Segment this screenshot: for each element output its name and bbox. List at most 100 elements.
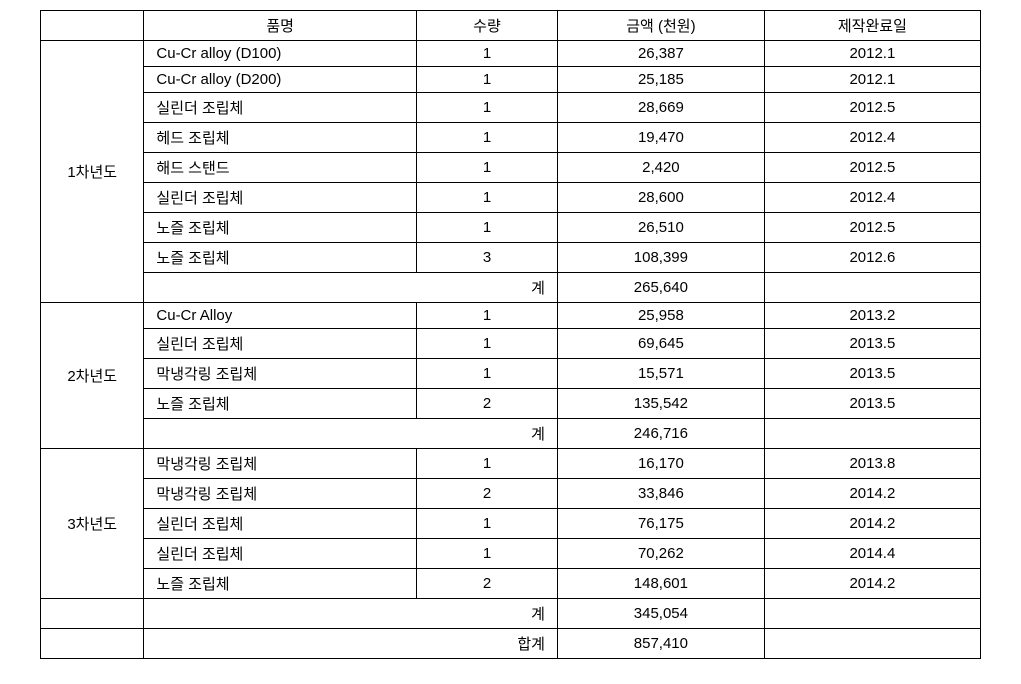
amount-cell: 148,601 bbox=[557, 569, 764, 599]
quantity-cell: 1 bbox=[416, 359, 557, 389]
date-cell: 2014.2 bbox=[764, 569, 980, 599]
table-row: 실린더 조립체128,6002012.4 bbox=[41, 183, 981, 213]
item-cell: 실린더 조립체 bbox=[144, 329, 417, 359]
table-row: 노즐 조립체2148,6012014.2 bbox=[41, 569, 981, 599]
quantity-cell: 2 bbox=[416, 479, 557, 509]
quantity-cell: 2 bbox=[416, 389, 557, 419]
quantity-cell: 1 bbox=[416, 329, 557, 359]
table-row: 막냉각링 조립체233,8462014.2 bbox=[41, 479, 981, 509]
item-cell: 노즐 조립체 bbox=[144, 243, 417, 273]
item-cell: 실린더 조립체 bbox=[144, 509, 417, 539]
amount-cell: 135,542 bbox=[557, 389, 764, 419]
subtotal-amount: 246,716 bbox=[557, 419, 764, 449]
table-row: 실린더 조립체169,6452013.5 bbox=[41, 329, 981, 359]
date-cell: 2013.5 bbox=[764, 359, 980, 389]
table-row: 3차년도막냉각링 조립체116,1702013.8 bbox=[41, 449, 981, 479]
date-cell: 2012.4 bbox=[764, 183, 980, 213]
item-cell: 실린더 조립체 bbox=[144, 183, 417, 213]
amount-cell: 33,846 bbox=[557, 479, 764, 509]
item-cell: 막냉각링 조립체 bbox=[144, 449, 417, 479]
grandtotal-label: 합계 bbox=[144, 629, 558, 659]
table-row: Cu-Cr alloy (D200)125,1852012.1 bbox=[41, 67, 981, 93]
quantity-cell: 3 bbox=[416, 243, 557, 273]
date-cell: 2013.5 bbox=[764, 389, 980, 419]
amount-cell: 76,175 bbox=[557, 509, 764, 539]
subtotal-label: 계 bbox=[144, 273, 558, 303]
table-row: 노즐 조립체126,5102012.5 bbox=[41, 213, 981, 243]
date-cell: 2013.2 bbox=[764, 303, 980, 329]
item-cell: Cu-Cr alloy (D100) bbox=[144, 41, 417, 67]
quantity-cell: 1 bbox=[416, 153, 557, 183]
quantity-cell: 2 bbox=[416, 569, 557, 599]
empty-cell bbox=[764, 629, 980, 659]
table-row: 실린더 조립체170,2622014.4 bbox=[41, 539, 981, 569]
amount-cell: 19,470 bbox=[557, 123, 764, 153]
item-cell: 노즐 조립체 bbox=[144, 389, 417, 419]
date-cell: 2012.5 bbox=[764, 213, 980, 243]
header-date: 제작완료일 bbox=[764, 11, 980, 41]
table-row: 1차년도Cu-Cr alloy (D100)126,3872012.1 bbox=[41, 41, 981, 67]
table-row: 헤드 조립체119,4702012.4 bbox=[41, 123, 981, 153]
quantity-cell: 1 bbox=[416, 509, 557, 539]
header-item: 품명 bbox=[144, 11, 417, 41]
quantity-cell: 1 bbox=[416, 539, 557, 569]
amount-cell: 25,185 bbox=[557, 67, 764, 93]
table-row: 실린더 조립체128,6692012.5 bbox=[41, 93, 981, 123]
subtotal-row: 계345,054 bbox=[41, 599, 981, 629]
date-cell: 2013.8 bbox=[764, 449, 980, 479]
grandtotal-amount: 857,410 bbox=[557, 629, 764, 659]
item-cell: 헤드 조립체 bbox=[144, 123, 417, 153]
subtotal-amount: 345,054 bbox=[557, 599, 764, 629]
empty-cell bbox=[764, 273, 980, 303]
quantity-cell: 1 bbox=[416, 67, 557, 93]
quantity-cell: 1 bbox=[416, 93, 557, 123]
empty-cell bbox=[41, 629, 144, 659]
table-row: 막냉각링 조립체115,5712013.5 bbox=[41, 359, 981, 389]
table-row: 해드 스탠드12,4202012.5 bbox=[41, 153, 981, 183]
subtotal-amount: 265,640 bbox=[557, 273, 764, 303]
amount-cell: 69,645 bbox=[557, 329, 764, 359]
date-cell: 2014.2 bbox=[764, 509, 980, 539]
date-cell: 2012.6 bbox=[764, 243, 980, 273]
item-cell: 막냉각링 조립체 bbox=[144, 479, 417, 509]
date-cell: 2012.5 bbox=[764, 153, 980, 183]
quantity-cell: 1 bbox=[416, 183, 557, 213]
amount-cell: 25,958 bbox=[557, 303, 764, 329]
header-year bbox=[41, 11, 144, 41]
subtotal-label: 계 bbox=[144, 599, 558, 629]
grandtotal-row: 합계857,410 bbox=[41, 629, 981, 659]
subtotal-label: 계 bbox=[144, 419, 558, 449]
year-cell: 2차년도 bbox=[41, 303, 144, 449]
empty-cell bbox=[41, 599, 144, 629]
subtotal-row: 계265,640 bbox=[41, 273, 981, 303]
amount-cell: 108,399 bbox=[557, 243, 764, 273]
table-row: 실린더 조립체176,1752014.2 bbox=[41, 509, 981, 539]
item-cell: 막냉각링 조립체 bbox=[144, 359, 417, 389]
date-cell: 2012.5 bbox=[764, 93, 980, 123]
quantity-cell: 1 bbox=[416, 41, 557, 67]
empty-cell bbox=[764, 419, 980, 449]
date-cell: 2012.1 bbox=[764, 41, 980, 67]
item-cell: Cu-Cr Alloy bbox=[144, 303, 417, 329]
year-cell: 3차년도 bbox=[41, 449, 144, 599]
quantity-cell: 1 bbox=[416, 123, 557, 153]
subtotal-row: 계246,716 bbox=[41, 419, 981, 449]
date-cell: 2014.2 bbox=[764, 479, 980, 509]
item-cell: 노즐 조립체 bbox=[144, 213, 417, 243]
item-cell: 노즐 조립체 bbox=[144, 569, 417, 599]
year-cell: 1차년도 bbox=[41, 41, 144, 303]
amount-cell: 15,571 bbox=[557, 359, 764, 389]
amount-cell: 28,600 bbox=[557, 183, 764, 213]
table-row: 노즐 조립체3108,3992012.6 bbox=[41, 243, 981, 273]
header-amount: 금액 (천원) bbox=[557, 11, 764, 41]
quantity-cell: 1 bbox=[416, 449, 557, 479]
item-cell: Cu-Cr alloy (D200) bbox=[144, 67, 417, 93]
header-row: 품명 수량 금액 (천원) 제작완료일 bbox=[41, 11, 981, 41]
amount-cell: 26,387 bbox=[557, 41, 764, 67]
amount-cell: 26,510 bbox=[557, 213, 764, 243]
empty-cell bbox=[764, 599, 980, 629]
amount-cell: 28,669 bbox=[557, 93, 764, 123]
header-quantity: 수량 bbox=[416, 11, 557, 41]
amount-cell: 70,262 bbox=[557, 539, 764, 569]
date-cell: 2013.5 bbox=[764, 329, 980, 359]
